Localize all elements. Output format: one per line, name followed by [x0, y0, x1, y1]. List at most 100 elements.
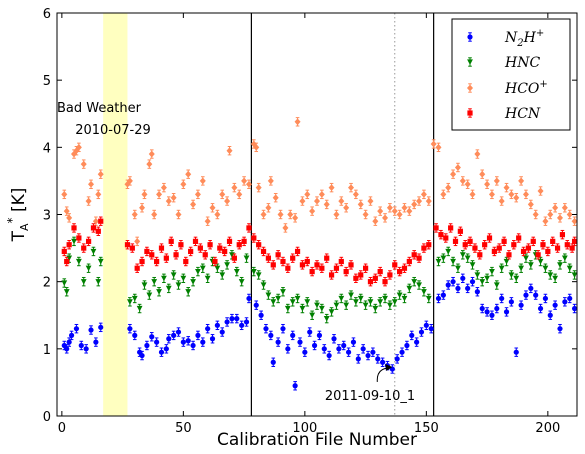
hcn-point — [299, 260, 306, 270]
hnc-point — [479, 276, 486, 287]
hco-point — [88, 179, 95, 189]
hnc-point — [238, 276, 245, 287]
n2h-point — [139, 350, 145, 361]
hnc-point — [255, 270, 262, 280]
y-axis-label-base: T — [9, 230, 29, 242]
hnc-point — [75, 256, 82, 267]
hcn-point — [328, 270, 335, 280]
hco-point — [236, 189, 243, 200]
hnc-point — [557, 260, 563, 270]
hco-point — [231, 182, 238, 193]
hco-point — [95, 189, 102, 200]
n2h-point — [205, 323, 211, 334]
legend-label-n2h: N2H+ — [504, 28, 544, 49]
hnc-point — [459, 250, 466, 260]
annotation-arrowhead — [385, 363, 393, 371]
hco-point — [430, 139, 437, 149]
hcn-point — [426, 240, 432, 250]
bad-weather-label: Bad Weather — [57, 101, 142, 116]
hcn-point — [134, 263, 140, 273]
legend-marker-n2h — [467, 32, 473, 42]
hco-point — [170, 193, 177, 203]
legend-label-hco: HCO+ — [504, 79, 548, 97]
series-n2h — [61, 273, 578, 391]
hco-point — [126, 176, 133, 186]
n2h-point — [275, 337, 281, 347]
hnc-point — [180, 273, 187, 284]
hco-point — [224, 196, 231, 206]
n2h-point — [93, 337, 99, 347]
hnc-point — [489, 266, 495, 277]
hco-point — [503, 182, 510, 193]
hnc-point — [71, 236, 77, 247]
n2h-point — [311, 340, 318, 351]
hnc-point — [421, 287, 427, 297]
hnc-point — [352, 297, 359, 307]
hcn-point — [139, 256, 145, 267]
hco-point — [440, 189, 447, 200]
n2h-point — [557, 323, 563, 334]
hco-point — [420, 189, 427, 200]
hcn-point — [511, 240, 517, 250]
hnc-point — [190, 276, 196, 287]
y-axis-label-sup: * — [5, 217, 19, 223]
hcn-point — [285, 263, 291, 273]
hco-point — [180, 179, 187, 189]
calibration-file-annotation: 2011-09-10_1 — [325, 389, 415, 404]
hco-point — [160, 182, 167, 193]
hcn-point — [372, 273, 378, 284]
n2h-point — [465, 283, 471, 294]
hcn-point — [280, 256, 286, 267]
hcn-point — [61, 246, 67, 257]
hcn-point — [149, 250, 155, 260]
hcn-point — [443, 233, 449, 243]
n2h-point — [389, 364, 395, 374]
hnc-point — [333, 300, 340, 310]
hcn-point — [144, 246, 150, 257]
hnc-point — [474, 270, 481, 280]
hnc-point — [406, 283, 413, 294]
hcn-point — [173, 250, 179, 260]
hnc-point — [440, 253, 447, 263]
hnc-point — [299, 303, 306, 314]
n2h-point — [355, 354, 361, 364]
hco-point — [474, 149, 481, 159]
hcn-point — [158, 243, 165, 253]
hcn-point — [457, 226, 463, 236]
hnc-point — [561, 253, 568, 263]
legend-entry-n2h: N2H+ — [467, 28, 544, 49]
hnc-point — [523, 253, 529, 263]
legend-entry-hco: HCO+ — [467, 79, 548, 97]
n2h-point — [513, 347, 519, 357]
hnc-point — [204, 273, 211, 284]
n2h-point — [307, 327, 313, 337]
hcn-point — [294, 246, 301, 257]
n2h-point — [542, 293, 549, 304]
hnc-point — [357, 293, 364, 304]
hco-point — [97, 169, 104, 179]
hcn-point — [559, 229, 566, 240]
hcn-point — [338, 256, 344, 267]
hco-point — [571, 216, 578, 226]
bad-weather-date: 2010-07-29 — [75, 123, 151, 138]
n2h-point — [494, 303, 500, 314]
hcn-point — [81, 243, 87, 253]
x-axis-label: Calibration File Number — [217, 430, 417, 450]
hco-point — [165, 196, 172, 206]
hco-point — [498, 196, 505, 206]
hco-point — [372, 216, 379, 226]
n2h-point — [567, 293, 573, 304]
n2h-point — [537, 303, 544, 314]
hnc-point — [126, 297, 133, 307]
n2h-point — [350, 337, 357, 347]
n2h-point — [418, 327, 425, 337]
hcn-point — [564, 240, 570, 250]
hco-point — [265, 203, 272, 213]
n2h-point — [533, 290, 539, 300]
hnc-point — [435, 256, 442, 267]
hcn-point — [188, 246, 194, 257]
hcn-point — [550, 236, 556, 247]
hco-point — [450, 169, 457, 179]
n2h-point — [171, 330, 177, 341]
hnc-point — [195, 266, 201, 277]
